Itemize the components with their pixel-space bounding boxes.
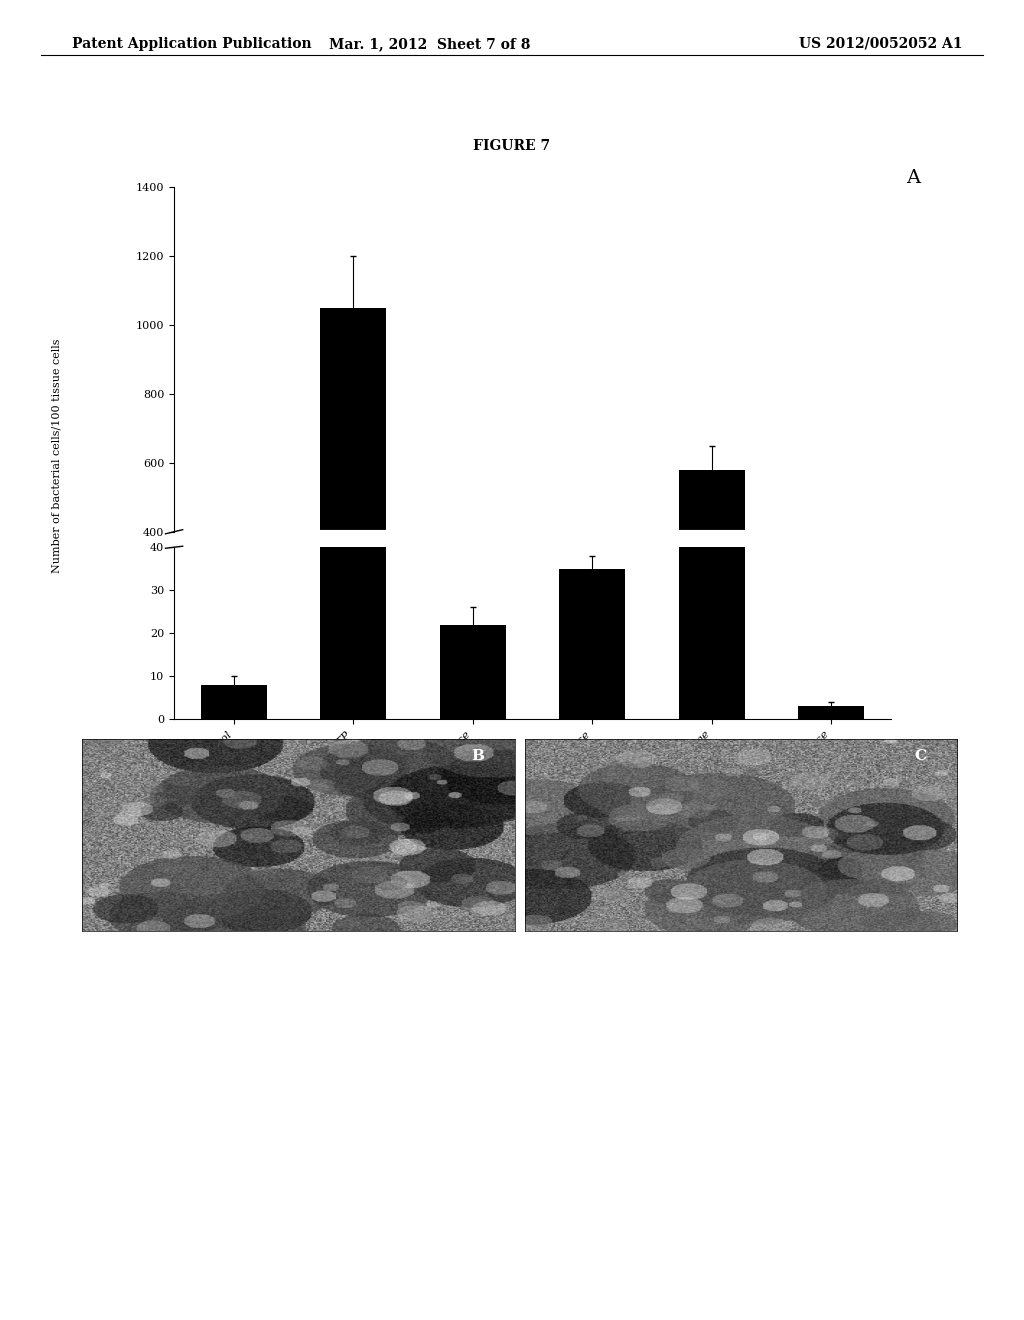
Bar <box>679 0 744 719</box>
Bar <box>201 667 266 669</box>
Bar <box>559 569 625 719</box>
Text: C: C <box>914 748 927 763</box>
Bar <box>440 661 506 669</box>
Text: A: A <box>906 169 921 187</box>
Text: Number of bacterial cells/100 tissue cells: Number of bacterial cells/100 tissue cel… <box>51 338 61 573</box>
Text: Mar. 1, 2012  Sheet 7 of 8: Mar. 1, 2012 Sheet 7 of 8 <box>330 37 530 51</box>
Bar <box>679 470 744 669</box>
Bar <box>321 0 386 719</box>
Bar <box>799 706 864 719</box>
Bar <box>321 308 386 669</box>
Text: Patent Application Publication: Patent Application Publication <box>72 37 311 51</box>
Bar <box>201 685 266 719</box>
Text: B: B <box>471 748 484 763</box>
Bar <box>440 624 506 719</box>
Text: FIGURE 7: FIGURE 7 <box>473 139 551 153</box>
Bar <box>559 657 625 669</box>
Text: US 2012/0052052 A1: US 2012/0052052 A1 <box>799 37 963 51</box>
